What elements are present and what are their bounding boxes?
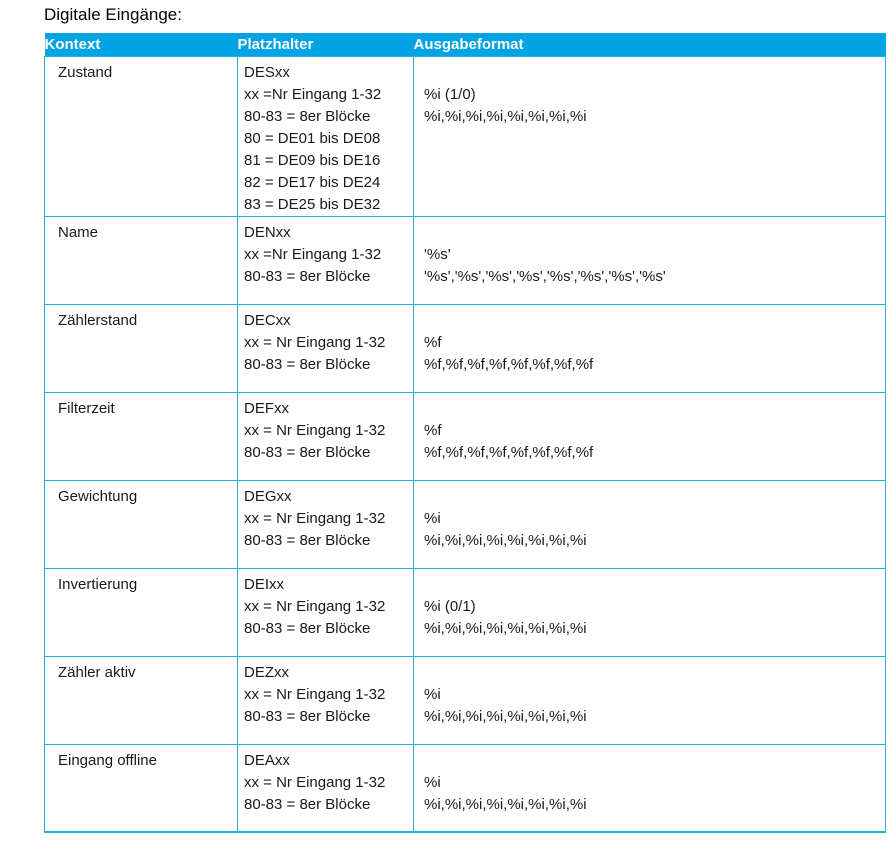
cell-kontext: Invertierung [44,567,238,657]
cell-ausgabeformat: %i (0/1) %i,%i,%i,%i,%i,%i,%i,%i [413,567,886,657]
cell-ausgabeformat: %i %i,%i,%i,%i,%i,%i,%i,%i [413,743,886,833]
table-row: Zählerstand DECxx xx = Nr Eingang 1-32 80-… [44,303,886,393]
cell-line: DESxx [244,63,290,81]
cell-line: xx = Nr Eingang 1-32 [244,333,386,351]
cell-line: 80-83 = 8er Blöcke [244,619,371,637]
cell-line: DENxx [244,223,291,241]
cell-kontext: Filterzeit [44,391,238,481]
cell-kontext: Zählerstand [44,303,238,393]
cell-line: %i [424,509,441,527]
cell-ausgabeformat: %f %f,%f,%f,%f,%f,%f,%f,%f [413,303,886,393]
cell-line: %i [424,773,441,791]
cell-kontext: Eingang offline [44,743,238,833]
cell-kontext: Name [44,215,238,305]
cell-line: 80-83 = 8er Blöcke [244,443,371,461]
digital-inputs-table: Kontext Platzhalter Ausgabeformat Zustan… [44,33,886,833]
table-row: Zähler aktiv DEZxx xx = Nr Eingang 1-32 80… [44,655,886,745]
cell-line: '%s' [424,245,451,263]
cell-line: 80-83 = 8er Blöcke [244,267,371,285]
cell-ausgabeformat: %i %i,%i,%i,%i,%i,%i,%i,%i [413,479,886,569]
cell-platzhalter: DEGxx xx = Nr Eingang 1-32 80-83 = 8er Blö… [237,479,414,569]
cell-ausgabeformat: %i %i,%i,%i,%i,%i,%i,%i,%i [413,655,886,745]
cell-line: 80 = DE01 bis DE08 [244,129,381,147]
cell-line: %i,%i,%i,%i,%i,%i,%i,%i [424,707,587,725]
page-title: Digitale Eingänge: [44,5,182,24]
cell-line [424,486,881,508]
cell-line: xx = Nr Eingang 1-32 [244,685,386,703]
cell-line: xx = Nr Eingang 1-32 [244,421,386,439]
cell-platzhalter: DEIxx xx = Nr Eingang 1-32 80-83 = 8er Blö… [237,567,414,657]
cell-line: %f,%f,%f,%f,%f,%f,%f,%f [424,355,594,373]
cell-line: DEIxx [244,575,285,593]
table-row: Gewichtung DEGxx xx = Nr Eingang 1-32 80-8… [44,479,886,569]
cell-line: xx =Nr Eingang 1-32 [244,245,382,263]
column-header-ausgabeformat: Ausgabeformat [413,33,886,56]
cell-line: DEAxx [244,751,290,769]
table-row: Eingang offline DEAxx xx = Nr Eingang 1-3… [44,743,886,833]
cell-platzhalter: DECxx xx = Nr Eingang 1-32 80-83 = 8er Blö… [237,303,414,393]
cell-line: %i (0/1) [424,597,476,615]
cell-line: DECxx [244,311,291,329]
cell-platzhalter: DEFxx xx = Nr Eingang 1-32 80-83 = 8er Blö… [237,391,414,481]
cell-line: 82 = DE17 bis DE24 [244,173,381,191]
column-header-platzhalter: Platzhalter [237,33,414,56]
cell-line [424,574,881,596]
cell-platzhalter: DEZxx xx = Nr Eingang 1-32 80-83 = 8er Blö… [237,655,414,745]
table-row: Zustand DESxx xx =Nr Eingang 1-32 80-83 = … [44,55,886,217]
cell-line: DEGxx [244,487,292,505]
cell-kontext: Zähler aktiv [44,655,238,745]
cell-line [424,310,881,332]
cell-line: xx = Nr Eingang 1-32 [244,597,386,615]
cell-platzhalter: DESxx xx =Nr Eingang 1-32 80-83 = 8er Blöc… [237,55,414,217]
cell-kontext: Gewichtung [44,479,238,569]
cell-line [424,750,881,772]
cell-line [424,398,881,420]
cell-line [424,62,881,84]
cell-platzhalter: DEAxx xx = Nr Eingang 1-32 80-83 = 8er Blö… [237,743,414,833]
cell-line: 81 = DE09 bis DE16 [244,151,381,169]
cell-line: %i,%i,%i,%i,%i,%i,%i,%i [424,531,587,549]
table-row: Invertierung DEIxx xx = Nr Eingang 1-32 80… [44,567,886,657]
cell-ausgabeformat: %i (1/0) %i,%i,%i,%i,%i,%i,%i,%i [413,55,886,217]
cell-line: 80-83 = 8er Blöcke [244,107,371,125]
cell-line: 80-83 = 8er Blöcke [244,707,371,725]
cell-line: %f [424,333,442,351]
table-row: Filterzeit DEFxx xx = Nr Eingang 1-32 80-8… [44,391,886,481]
cell-ausgabeformat: '%s' '%s','%s','%s','%s','%s','%s','%s','… [413,215,886,305]
cell-line: xx = Nr Eingang 1-32 [244,773,386,791]
cell-platzhalter: DENxx xx =Nr Eingang 1-32 80-83 = 8er Blöc… [237,215,414,305]
cell-kontext: Zustand [44,55,238,217]
cell-line: 80-83 = 8er Blöcke [244,355,371,373]
header-row: Kontext Platzhalter Ausgabeformat [44,33,886,56]
cell-line: DEZxx [244,663,289,681]
table-row: Name DENxx xx =Nr Eingang 1-32 80-83 = 8er… [44,215,886,305]
cell-line: %i [424,685,441,703]
column-header-kontext: Kontext [44,33,238,56]
cell-line: xx = Nr Eingang 1-32 [244,509,386,527]
cell-line: %i,%i,%i,%i,%i,%i,%i,%i [424,619,587,637]
cell-line: 83 = DE25 bis DE32 [244,195,381,213]
cell-line: %i,%i,%i,%i,%i,%i,%i,%i [424,795,587,813]
cell-line: '%s','%s','%s','%s','%s','%s','%s','%s' [424,267,666,285]
cell-line: DEFxx [244,399,289,417]
cell-line: %f,%f,%f,%f,%f,%f,%f,%f [424,443,594,461]
cell-line: 80-83 = 8er Blöcke [244,795,371,813]
cell-line [424,222,881,244]
cell-line [424,662,881,684]
cell-line: %i (1/0) [424,85,476,103]
table-header: Kontext Platzhalter Ausgabeformat [44,33,886,56]
cell-line: xx =Nr Eingang 1-32 [244,85,382,103]
cell-line: %f [424,421,442,439]
cell-line: %i,%i,%i,%i,%i,%i,%i,%i [424,107,587,125]
cell-line: 80-83 = 8er Blöcke [244,531,371,549]
cell-ausgabeformat: %f %f,%f,%f,%f,%f,%f,%f,%f [413,391,886,481]
